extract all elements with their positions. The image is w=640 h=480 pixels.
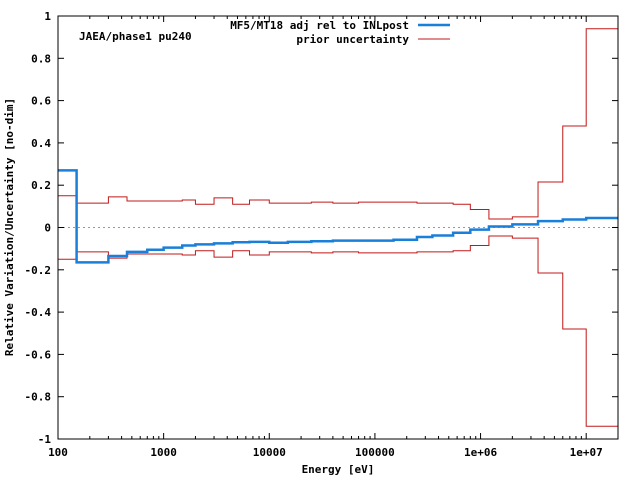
y-tick-label: 0.6 (31, 95, 51, 108)
label-layer: -1 -0.8 -0.6 -0.4 -0.2 0 0.2 0.4 0.6 0.8 1 100 1000 1… (25, 10, 603, 459)
series-uncertainty-lower-line (58, 235, 618, 427)
y-tick-label: 0 (44, 222, 51, 235)
y-tick-label: -1 (38, 433, 52, 446)
y-tick-label: -0.2 (25, 264, 52, 277)
series-layer (58, 28, 618, 427)
y-axis-title: Relative Variation/Uncertainty [no-dim] (3, 98, 16, 356)
series-adjustment-line (58, 169, 618, 264)
y-tick-label: 0.2 (31, 179, 51, 192)
series-uncertainty-upper-line (58, 28, 618, 220)
x-tick-label: 1e+06 (464, 446, 497, 459)
legend: MF5/MT18 adj rel to INLpost prior uncert… (230, 19, 450, 46)
legend-entry-2-label: prior uncertainty (296, 33, 409, 46)
x-tick-label: 10000 (253, 446, 286, 459)
y-tick-label: 0.8 (31, 52, 51, 65)
y-tick-label: 0.4 (31, 137, 51, 150)
y-tick-label: -0.8 (25, 391, 52, 404)
y-tick-label: 1 (44, 10, 51, 23)
y-tick-label: -0.4 (25, 306, 52, 319)
x-tick-label: 100000 (355, 446, 395, 459)
annotation: JAEA/phase1 pu240 (79, 30, 192, 43)
x-tick-label: 100 (48, 446, 68, 459)
x-tick-label: 1000 (150, 446, 177, 459)
legend-entry-1-label: MF5/MT18 adj rel to INLpost (230, 19, 409, 32)
x-axis-title: Energy [eV] (302, 463, 375, 476)
x-tick-label: 1e+07 (570, 446, 603, 459)
y-tick-label: -0.6 (25, 348, 52, 361)
tick-layer (57, 15, 618, 440)
